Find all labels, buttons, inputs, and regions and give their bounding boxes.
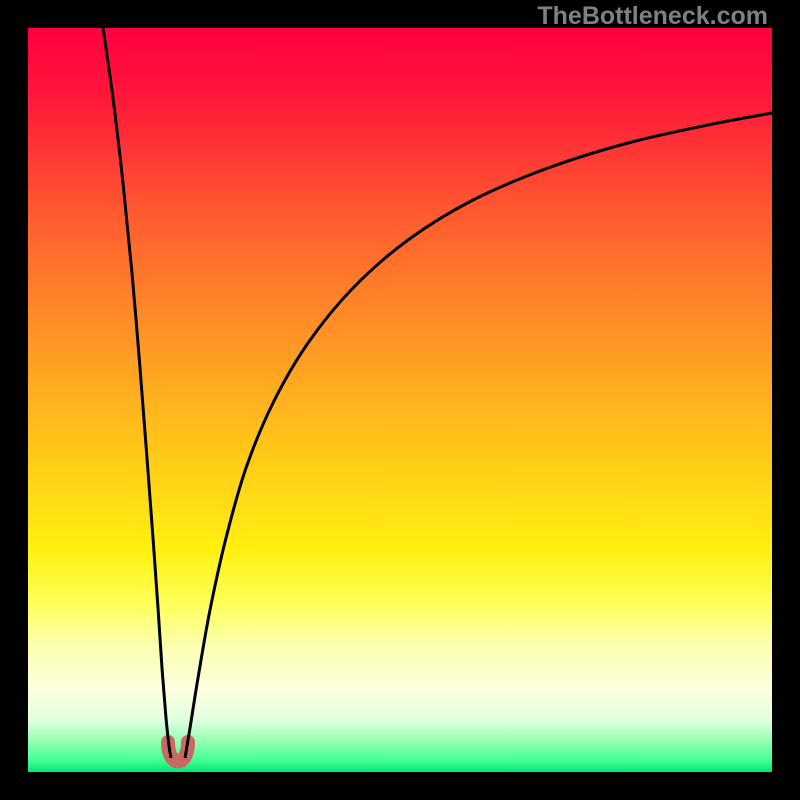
chart-frame: TheBottleneck.com [0,0,800,800]
curve-left [103,28,171,758]
watermark-text: TheBottleneck.com [537,2,768,31]
curves-layer [28,28,772,772]
curve-right [185,113,772,758]
plot-area [28,28,772,772]
